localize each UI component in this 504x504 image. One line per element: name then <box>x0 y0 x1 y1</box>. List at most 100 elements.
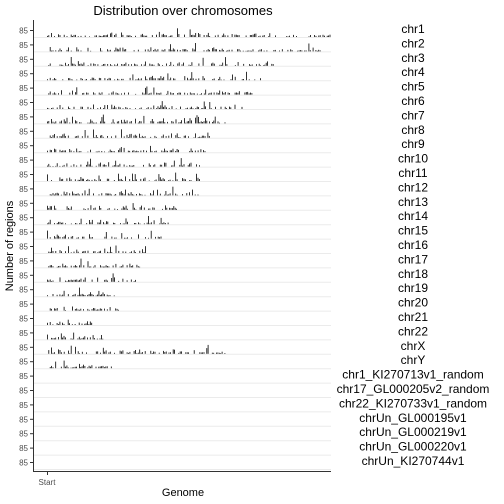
region-bar <box>83 62 85 66</box>
region-bar <box>202 122 203 124</box>
chromosome-bars-chr20 <box>49 306 119 311</box>
region-bar <box>84 366 86 369</box>
region-bar <box>154 48 156 52</box>
region-bar <box>129 179 131 181</box>
region-bar <box>174 78 176 81</box>
region-bar <box>84 250 86 253</box>
region-bar <box>125 62 127 66</box>
region-bar <box>119 179 121 181</box>
region-bar <box>122 34 124 37</box>
region-bar <box>137 122 139 124</box>
region-bar <box>234 104 236 109</box>
region-bar <box>51 308 52 311</box>
region-bar <box>47 295 48 297</box>
region-bar <box>63 191 65 196</box>
region-bar <box>122 122 124 124</box>
region-bar <box>80 338 81 340</box>
region-bar <box>83 265 85 268</box>
region-bar <box>214 35 216 37</box>
region-bar <box>77 294 79 297</box>
region-bar <box>95 366 97 369</box>
region-bar <box>110 366 112 369</box>
region-bar <box>204 78 205 81</box>
region-bar <box>258 50 259 52</box>
region-bar <box>207 344 209 354</box>
region-bar <box>100 162 101 167</box>
region-bar <box>175 151 177 153</box>
chromosome-bars-chr11 <box>47 172 200 181</box>
region-bar <box>76 249 78 253</box>
region-bar <box>164 105 166 109</box>
region-bar <box>237 92 239 95</box>
region-bar <box>208 136 210 138</box>
region-bar <box>101 308 103 311</box>
region-bar <box>49 47 51 52</box>
region-bar <box>198 78 200 81</box>
region-bar <box>145 76 146 81</box>
region-bar <box>83 236 85 239</box>
region-bar <box>155 150 157 153</box>
region-bar <box>77 193 79 196</box>
region-bar <box>87 367 89 369</box>
region-bar <box>80 367 82 369</box>
region-bar <box>164 49 166 52</box>
legend-label: chr14 <box>398 209 428 223</box>
region-bar <box>79 151 80 153</box>
region-bar <box>48 208 50 210</box>
region-bar <box>177 28 178 37</box>
region-bar <box>275 35 276 37</box>
region-bar <box>132 74 134 81</box>
region-bar <box>227 35 229 37</box>
region-bar <box>102 338 104 340</box>
region-bar <box>192 78 194 81</box>
region-bar <box>91 179 93 181</box>
region-bar <box>150 107 152 109</box>
region-bar <box>122 78 124 81</box>
region-bar <box>96 338 98 340</box>
region-bar <box>183 62 184 66</box>
region-bar <box>83 251 85 253</box>
region-bar <box>207 49 209 52</box>
region-bar <box>160 76 162 81</box>
region-bar <box>134 174 136 181</box>
region-bar <box>212 62 214 66</box>
region-bar <box>146 108 148 109</box>
chromosome-bars-chr16 <box>48 245 146 253</box>
region-bar <box>153 351 154 354</box>
region-bar <box>75 64 76 66</box>
region-bar <box>109 295 111 297</box>
region-bar <box>201 108 202 109</box>
region-bar <box>160 121 162 124</box>
region-bar <box>59 35 61 37</box>
region-bar <box>199 352 201 354</box>
region-bar <box>97 351 99 354</box>
region-bar <box>223 33 225 37</box>
region-bar <box>61 222 62 225</box>
region-bar <box>118 250 120 253</box>
region-bar <box>312 47 314 52</box>
region-bar <box>177 93 179 95</box>
region-bar <box>127 150 129 153</box>
region-bar <box>160 105 162 109</box>
region-bar <box>98 290 100 297</box>
region-bar <box>60 333 62 340</box>
region-bar <box>193 350 195 354</box>
region-bar <box>261 49 262 52</box>
region-bar <box>195 43 196 52</box>
region-bar <box>113 222 114 225</box>
region-bar <box>86 180 87 181</box>
region-bar <box>79 64 81 66</box>
region-bar <box>258 36 260 37</box>
chromosome-bars-chr3 <box>48 57 274 66</box>
region-bar <box>139 250 141 253</box>
region-bar <box>106 294 108 297</box>
region-bar <box>51 206 52 210</box>
region-bar <box>171 49 173 52</box>
region-bar <box>194 93 195 95</box>
region-bar <box>83 178 84 181</box>
y-axis-label: Number of regions <box>4 200 16 291</box>
region-bar <box>99 338 101 340</box>
region-bar <box>112 107 114 109</box>
region-bar <box>105 35 107 37</box>
region-bar <box>194 194 196 196</box>
